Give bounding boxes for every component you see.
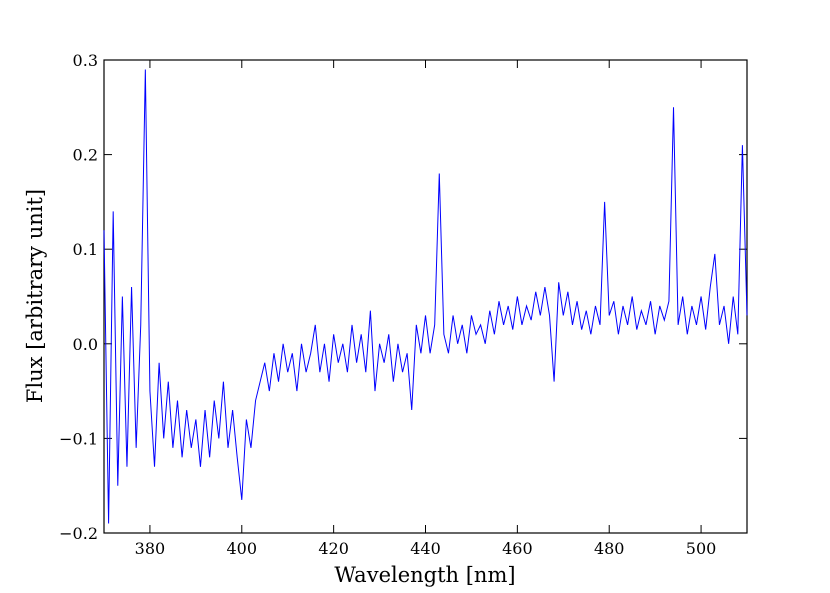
x-tick-label: 440 [410,539,441,558]
spectrum-line [103,69,748,524]
x-tick-label: 400 [227,539,258,558]
x-tick-label: 480 [594,539,625,558]
y-tick-label: 0.1 [73,240,98,259]
y-tick-label: −0.1 [59,429,98,448]
y-tick-label: 0.0 [73,335,98,354]
x-tick-label: 460 [502,539,533,558]
y-axis-label: Flux [arbitrary unit] [23,189,47,403]
y-tick-label: 0.3 [73,51,98,70]
x-tick-label: 500 [686,539,717,558]
y-tick-label: −0.2 [59,524,98,543]
x-tick-label: 380 [135,539,166,558]
y-tick-label: 0.2 [73,146,98,165]
x-tick-label: 420 [318,539,349,558]
x-axis-label: Wavelength [nm] [334,563,515,587]
